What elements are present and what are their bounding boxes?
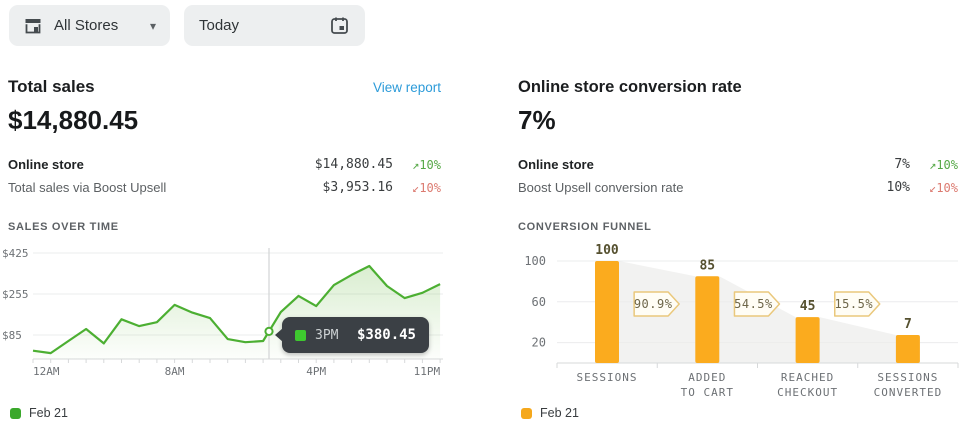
funnel-bar[interactable] [595, 261, 619, 363]
delta-percent: 10% [936, 180, 958, 195]
arrow-down-left-icon: ↙ [929, 180, 937, 195]
store-selector-button[interactable]: All Stores ▾ [9, 5, 170, 46]
conversion-funnel-chart[interactable]: 100 60 20 100 85 45 7 90.9% 54.5% 15.5% SESSIONS AD… [518, 240, 960, 403]
view-report-link[interactable]: View report [372, 80, 441, 95]
tooltip-time: 3PM [315, 327, 339, 343]
delta-percent: 10% [419, 157, 441, 172]
y-axis-tick-label: $255 [2, 288, 29, 301]
sales-chart-legend: Feb 21 [10, 406, 68, 420]
funnel-bar[interactable] [895, 335, 920, 363]
funnel-bar[interactable] [695, 276, 720, 363]
funnel-category-label: CONVERTED [874, 386, 943, 399]
date-range-label: Today [199, 17, 240, 34]
funnel-category-label: ADDED [688, 371, 726, 384]
arrow-up-right-icon: ↗ [929, 157, 937, 172]
metric-delta-up: ↗10% [393, 158, 441, 172]
metric-value: $3,953.16 [322, 180, 393, 195]
y-axis-tick-label: 60 [532, 295, 546, 309]
metric-value: 10% [886, 180, 910, 195]
store-selector-label: All Stores [54, 17, 119, 34]
chart-tooltip: 3PM $380.45 [275, 317, 429, 353]
metric-delta-up: ↗10% [910, 158, 958, 172]
metric-value: 7% [894, 157, 910, 172]
metric-delta-down: ↙10% [910, 181, 958, 195]
bar-value-label: 45 [800, 299, 816, 314]
conversion-percent-badge [633, 291, 680, 317]
arrow-down-left-icon: ↙ [412, 180, 420, 195]
conversion-percent-badge [834, 291, 881, 317]
conversion-card-title: Online store conversion rate [518, 78, 742, 96]
metric-row-boost-upsell: Total sales via Boost Upsell $3,953.16 ↙… [8, 176, 441, 199]
metric-row-online-store: Online store 7% ↗10% [518, 153, 958, 176]
metric-row-online-store: Online store $14,880.45 ↗10% [8, 153, 441, 176]
y-axis-tick-label: $425 [2, 247, 29, 260]
metric-value: $14,880.45 [314, 157, 393, 172]
total-sales-value: $14,880.45 [8, 105, 139, 135]
store-icon [23, 16, 43, 36]
hover-point-marker[interactable] [264, 326, 274, 337]
x-axis-tick-label: 12AM [33, 365, 60, 378]
metric-delta-down: ↙10% [393, 181, 441, 195]
bar-value-label: 7 [904, 317, 912, 332]
metric-row-boost-upsell: Boost Upsell conversion rate 10% ↙10% [518, 176, 958, 199]
conversion-card-header: Online store conversion rate [518, 78, 742, 97]
metric-label: Online store [8, 157, 84, 172]
sales-card-title: Total sales [8, 77, 95, 96]
funnel-bar[interactable] [795, 317, 820, 363]
badge-percent-label: 90.9% [634, 297, 673, 311]
conversion-rate-value: 7% [518, 105, 556, 135]
tooltip-series-swatch [295, 329, 306, 341]
funnel-category-label: SESSIONS [877, 371, 938, 384]
metric-label: Boost Upsell conversion rate [518, 180, 684, 195]
metric-label: Online store [518, 157, 594, 172]
conversion-funnel-heading: CONVERSION FUNNEL [518, 221, 652, 233]
delta-percent: 10% [419, 180, 441, 195]
chevron-down-icon: ▾ [149, 18, 156, 33]
y-axis-tick-label: 100 [524, 254, 546, 268]
funnel-category-label: SESSIONS [577, 371, 638, 384]
metric-label: Total sales via Boost Upsell [8, 180, 167, 195]
sales-metric-rows: Online store $14,880.45 ↗10% Total sales… [8, 153, 441, 199]
date-range-button[interactable]: Today [184, 5, 365, 46]
x-axis-tick-label: 8AM [165, 365, 185, 378]
legend-swatch-orange [521, 407, 532, 419]
legend-label: Feb 21 [29, 406, 68, 420]
x-axis-tick-label: 4PM [306, 365, 326, 378]
legend-swatch-green [10, 407, 21, 419]
badge-percent-label: 54.5% [734, 297, 773, 311]
bar-value-label: 85 [699, 258, 715, 273]
arrow-up-right-icon: ↗ [412, 157, 420, 172]
sales-line-series[interactable] [32, 264, 441, 355]
y-axis-tick-label: $85 [2, 329, 22, 342]
sales-card-header: Total sales View report [8, 77, 441, 97]
y-axis-tick-label: 20 [532, 336, 546, 350]
badge-percent-label: 15.5% [834, 297, 873, 311]
conversion-metric-rows: Online store 7% ↗10% Boost Upsell conver… [518, 153, 958, 199]
funnel-chart-legend: Feb 21 [521, 406, 579, 420]
funnel-category-label: REACHED [781, 371, 834, 384]
delta-percent: 10% [936, 157, 958, 172]
sales-over-time-heading: SALES OVER TIME [8, 221, 119, 233]
legend-label: Feb 21 [540, 406, 579, 420]
funnel-category-label: TO CART [681, 386, 734, 399]
conversion-percent-badge [733, 291, 781, 317]
bar-value-label: 100 [595, 243, 619, 258]
calendar-icon [329, 15, 350, 36]
x-axis-tick-label: 11PM [414, 365, 441, 378]
sales-over-time-chart[interactable]: $425 $255 $85 12AM 8AM 4PM 11PM [0, 238, 448, 388]
tooltip-value: $380.45 [356, 327, 416, 343]
funnel-category-label: CHECKOUT [777, 386, 838, 399]
